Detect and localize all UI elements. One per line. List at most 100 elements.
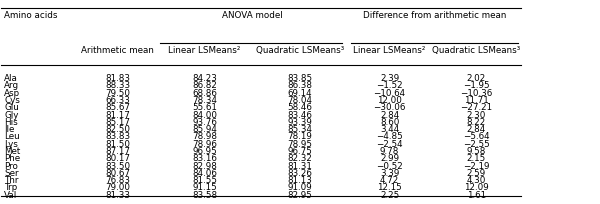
Text: Quadratic LSMeans³: Quadratic LSMeans³ [256, 46, 344, 55]
Text: 79.00: 79.00 [106, 183, 130, 191]
Text: 81.17: 81.17 [106, 110, 130, 119]
Text: 12.15: 12.15 [377, 183, 402, 191]
Text: 87.17: 87.17 [106, 146, 130, 155]
Text: −2.54: −2.54 [376, 139, 403, 148]
Text: −5.64: −5.64 [463, 132, 490, 141]
Text: 86.82: 86.82 [192, 81, 217, 90]
Text: 68.86: 68.86 [192, 88, 217, 97]
Text: −1.52: −1.52 [376, 81, 403, 90]
Text: Val: Val [4, 190, 17, 199]
Text: 83.85: 83.85 [287, 74, 313, 83]
Text: 85.34: 85.34 [287, 124, 313, 133]
Text: Asp: Asp [4, 88, 20, 97]
Text: −10.64: −10.64 [374, 88, 406, 97]
Text: 2.02: 2.02 [467, 74, 486, 83]
Text: Cys: Cys [4, 95, 20, 104]
Text: 84.06: 84.06 [192, 168, 217, 177]
Text: 78.95: 78.95 [287, 139, 313, 148]
Text: 80.17: 80.17 [106, 154, 130, 162]
Text: Arithmetic mean: Arithmetic mean [82, 46, 154, 55]
Text: Phe: Phe [4, 154, 20, 162]
Text: 85.67: 85.67 [106, 103, 130, 112]
Text: 83.46: 83.46 [287, 110, 313, 119]
Text: Leu: Leu [4, 132, 20, 141]
Text: −10.36: −10.36 [460, 88, 493, 97]
Text: 86.38: 86.38 [287, 81, 313, 90]
Text: Ser: Ser [4, 168, 19, 177]
Text: 79.50: 79.50 [106, 88, 130, 97]
Text: 9.78: 9.78 [380, 146, 399, 155]
Text: 82.98: 82.98 [192, 161, 217, 170]
Text: 78.96: 78.96 [192, 139, 217, 148]
Text: 4.30: 4.30 [466, 175, 486, 184]
Text: 82.50: 82.50 [106, 124, 130, 133]
Text: 2.84: 2.84 [467, 124, 486, 133]
Text: 66.33: 66.33 [106, 95, 130, 104]
Text: Met: Met [4, 146, 20, 155]
Text: 76.83: 76.83 [106, 175, 130, 184]
Text: ANOVA model: ANOVA model [222, 11, 283, 20]
Text: 3.39: 3.39 [380, 168, 399, 177]
Text: 83.83: 83.83 [105, 132, 130, 141]
Text: 81.55: 81.55 [192, 175, 217, 184]
Text: Amino acids: Amino acids [4, 11, 58, 20]
Text: 2.15: 2.15 [467, 154, 486, 162]
Text: 96.95: 96.95 [192, 146, 217, 155]
Text: 83.58: 83.58 [192, 190, 217, 199]
Text: 81.13: 81.13 [287, 175, 313, 184]
Text: 83.16: 83.16 [192, 154, 217, 162]
Text: 11.71: 11.71 [464, 95, 488, 104]
Text: 12.09: 12.09 [464, 183, 488, 191]
Text: 9.58: 9.58 [466, 146, 486, 155]
Text: Gly: Gly [4, 110, 19, 119]
Text: 83.50: 83.50 [105, 161, 130, 170]
Text: 85.94: 85.94 [192, 124, 217, 133]
Text: Ile: Ile [4, 124, 15, 133]
Text: 4.72: 4.72 [380, 175, 399, 184]
Text: −2.19: −2.19 [463, 161, 490, 170]
Text: −4.85: −4.85 [376, 132, 403, 141]
Text: Linear LSMeans²: Linear LSMeans² [353, 46, 426, 55]
Text: 8.60: 8.60 [380, 117, 399, 126]
Text: Thr: Thr [4, 175, 19, 184]
Text: 81.33: 81.33 [106, 190, 130, 199]
Text: 82.95: 82.95 [287, 190, 313, 199]
Text: 84.23: 84.23 [192, 74, 217, 83]
Text: 78.19: 78.19 [287, 132, 313, 141]
Text: 1.61: 1.61 [467, 190, 486, 199]
Text: 91.15: 91.15 [192, 183, 217, 191]
Text: 2.30: 2.30 [466, 110, 486, 119]
Text: 88.33: 88.33 [105, 81, 130, 90]
Text: 81.83: 81.83 [106, 74, 130, 83]
Text: −30.06: −30.06 [373, 103, 406, 112]
Text: 83.26: 83.26 [287, 168, 313, 177]
Text: 80.67: 80.67 [106, 168, 130, 177]
Text: 2.59: 2.59 [467, 168, 486, 177]
Text: −0.52: −0.52 [376, 161, 403, 170]
Text: 85.17: 85.17 [106, 117, 130, 126]
Text: −2.55: −2.55 [463, 139, 490, 148]
Text: Ala: Ala [4, 74, 18, 83]
Text: 78.04: 78.04 [287, 95, 313, 104]
Text: 82.32: 82.32 [287, 154, 313, 162]
Text: Arg: Arg [4, 81, 19, 90]
Text: Trp: Trp [4, 183, 17, 191]
Text: 91.09: 91.09 [287, 183, 313, 191]
Text: 93.39: 93.39 [287, 117, 313, 126]
Text: −1.95: −1.95 [463, 81, 490, 90]
Text: His: His [4, 117, 18, 126]
Text: 2.99: 2.99 [380, 154, 399, 162]
Text: 69.14: 69.14 [287, 88, 313, 97]
Text: 81.31: 81.31 [287, 161, 313, 170]
Text: 55.61: 55.61 [192, 103, 217, 112]
Text: Quadratic LSMeans³: Quadratic LSMeans³ [432, 46, 520, 55]
Text: 81.50: 81.50 [106, 139, 130, 148]
Text: 84.00: 84.00 [192, 110, 217, 119]
Text: 96.75: 96.75 [287, 146, 313, 155]
Text: Linear LSMeans²: Linear LSMeans² [168, 46, 241, 55]
Text: 2.25: 2.25 [380, 190, 399, 199]
Text: 8.22: 8.22 [467, 117, 486, 126]
Text: 2.84: 2.84 [380, 110, 399, 119]
Text: 78.34: 78.34 [192, 95, 217, 104]
Text: Difference from arithmetic mean: Difference from arithmetic mean [362, 11, 506, 20]
